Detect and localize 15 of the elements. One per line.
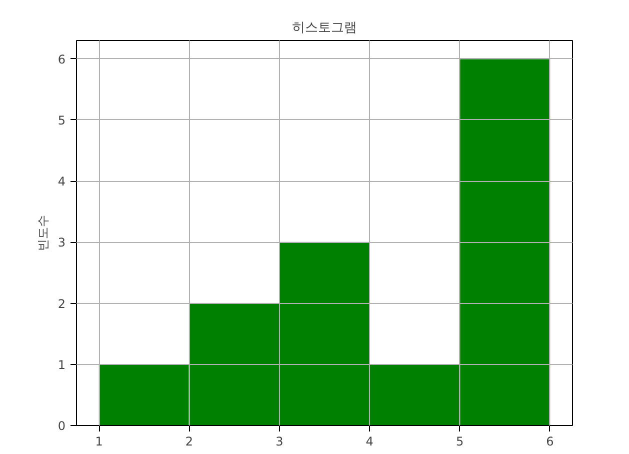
x-tick-label: 2 (185, 434, 194, 448)
x-tick-label: 4 (366, 434, 374, 448)
y-tick-label: 3 (58, 236, 66, 250)
x-tick-label: 5 (456, 434, 464, 448)
chart-title: 히스토그램 (292, 20, 357, 36)
y-tick-label: 5 (58, 113, 66, 128)
x-tick-label: 3 (276, 434, 284, 448)
y-tick-label: 0 (58, 419, 66, 433)
y-tick-label: 4 (58, 174, 66, 189)
x-tick-label: 1 (95, 434, 103, 448)
y-tick-label: 1 (58, 358, 66, 372)
y-axis-title: 빈도수 (36, 215, 50, 251)
y-tick-label: 6 (58, 52, 66, 66)
y-tick-label: 2 (58, 296, 66, 311)
x-tick-label: 6 (546, 434, 554, 448)
